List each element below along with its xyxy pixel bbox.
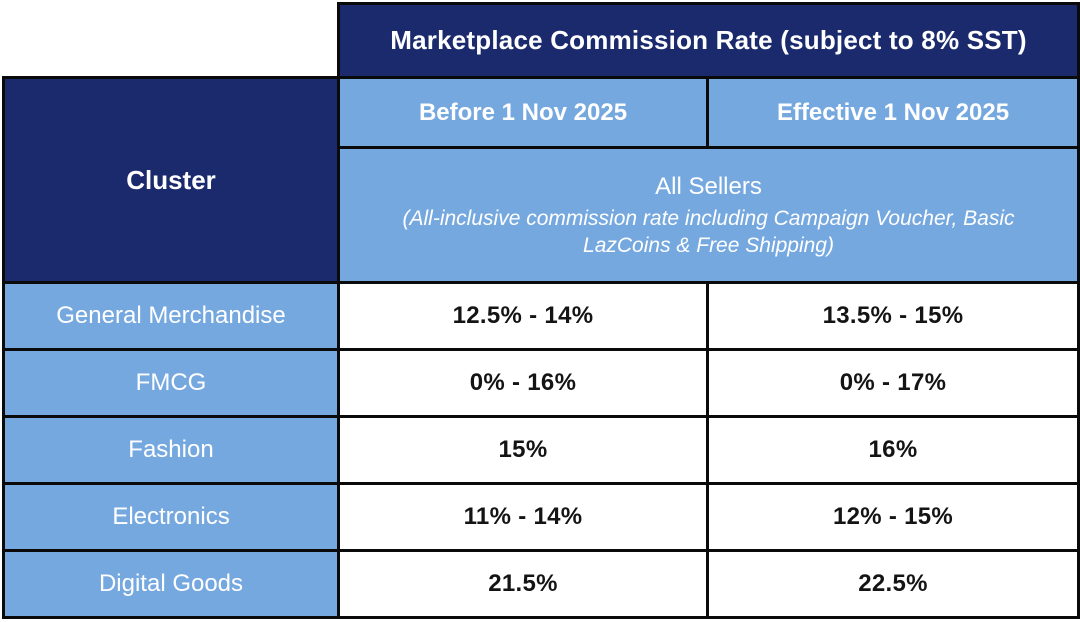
cluster-label-general-merchandise: General Merchandise xyxy=(2,281,340,351)
cluster-label-fashion: Fashion xyxy=(2,415,340,485)
table-row: FMCG 0% - 16% 0% - 17% xyxy=(2,348,1080,418)
rate-before: 11% - 14% xyxy=(337,482,709,552)
rate-effective: 22.5% xyxy=(705,549,1080,619)
cluster-label-electronics: Electronics xyxy=(2,482,340,552)
corner-spacer xyxy=(3,3,339,78)
rate-effective: 13.5% - 15% xyxy=(705,281,1080,351)
all-sellers-cell: All Sellers (All-inclusive commission ra… xyxy=(336,146,1080,284)
table-row: General Merchandise 12.5% - 14% 13.5% - … xyxy=(2,281,1080,351)
table-row: Digital Goods 21.5% 22.5% xyxy=(2,549,1080,619)
table-row: Marketplace Commission Rate (subject to … xyxy=(3,2,1080,79)
col-header-effective: Effective 1 Nov 2025 xyxy=(705,76,1080,149)
table-row: All Sellers (All-inclusive commission ra… xyxy=(4,146,1080,284)
table-title: Marketplace Commission Rate (subject to … xyxy=(336,2,1080,79)
col-header-before: Before 1 Nov 2025 xyxy=(337,76,709,149)
rate-before: 21.5% xyxy=(337,549,709,619)
table-row: Cluster Before 1 Nov 2025 Effective 1 No… xyxy=(2,76,1080,284)
rate-effective: 0% - 17% xyxy=(705,348,1080,418)
cluster-label-fmcg: FMCG xyxy=(2,348,340,418)
all-sellers-title: All Sellers xyxy=(655,172,762,200)
rate-effective: 16% xyxy=(705,415,1080,485)
cluster-column-header: Cluster xyxy=(2,76,340,284)
rate-before: 12.5% - 14% xyxy=(337,281,709,351)
rate-before: 0% - 16% xyxy=(337,348,709,418)
all-sellers-note: (All-inclusive commission rate including… xyxy=(402,206,1015,258)
rate-before: 15% xyxy=(337,415,709,485)
cluster-label-digital-goods: Digital Goods xyxy=(2,549,340,619)
table-row: Fashion 15% 16% xyxy=(2,415,1080,485)
rate-effective: 12% - 15% xyxy=(705,482,1080,552)
table-row: Electronics 11% - 14% 12% - 15% xyxy=(2,482,1080,552)
